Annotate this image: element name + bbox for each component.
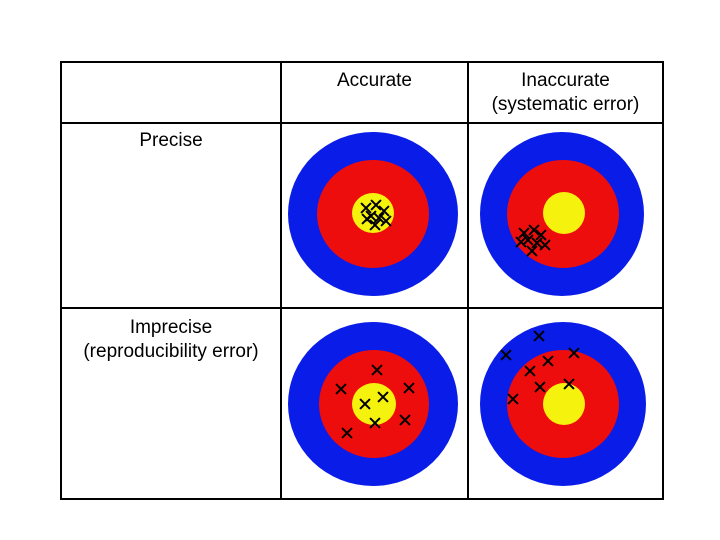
hit-mark (563, 378, 575, 390)
hit-mark (539, 239, 551, 251)
hit-mark (403, 382, 415, 394)
hit-mark (515, 236, 527, 248)
target-bullseye (543, 192, 585, 234)
column-divider-2 (467, 63, 469, 498)
column-header-accurate: Accurate (337, 70, 412, 91)
precision-accuracy-table: Accurate Inaccurate (systematic error) P… (60, 61, 664, 500)
row-divider-1 (62, 122, 662, 124)
hit-mark (507, 393, 519, 405)
hit-mark (526, 245, 538, 257)
hit-mark (399, 414, 411, 426)
hit-mark (380, 215, 392, 227)
target-bullseye (543, 383, 585, 425)
hit-mark (533, 330, 545, 342)
hit-mark (369, 417, 381, 429)
row-header-imprecise: Imprecise (reproducibility error) (83, 317, 259, 362)
hit-mark (341, 427, 353, 439)
row-header-precise: Precise (139, 130, 203, 151)
hit-mark (568, 347, 580, 359)
column-header-inaccurate: Inaccurate (systematic error) (491, 70, 640, 115)
hit-mark (534, 381, 546, 393)
column-divider-1 (280, 63, 282, 498)
hit-mark (500, 349, 512, 361)
hit-mark (542, 355, 554, 367)
hit-mark (335, 383, 347, 395)
hit-mark (524, 365, 536, 377)
row-divider-2 (62, 307, 662, 309)
hit-mark (377, 391, 389, 403)
hit-mark (371, 364, 383, 376)
hit-mark (359, 398, 371, 410)
hit-mark (361, 213, 373, 225)
